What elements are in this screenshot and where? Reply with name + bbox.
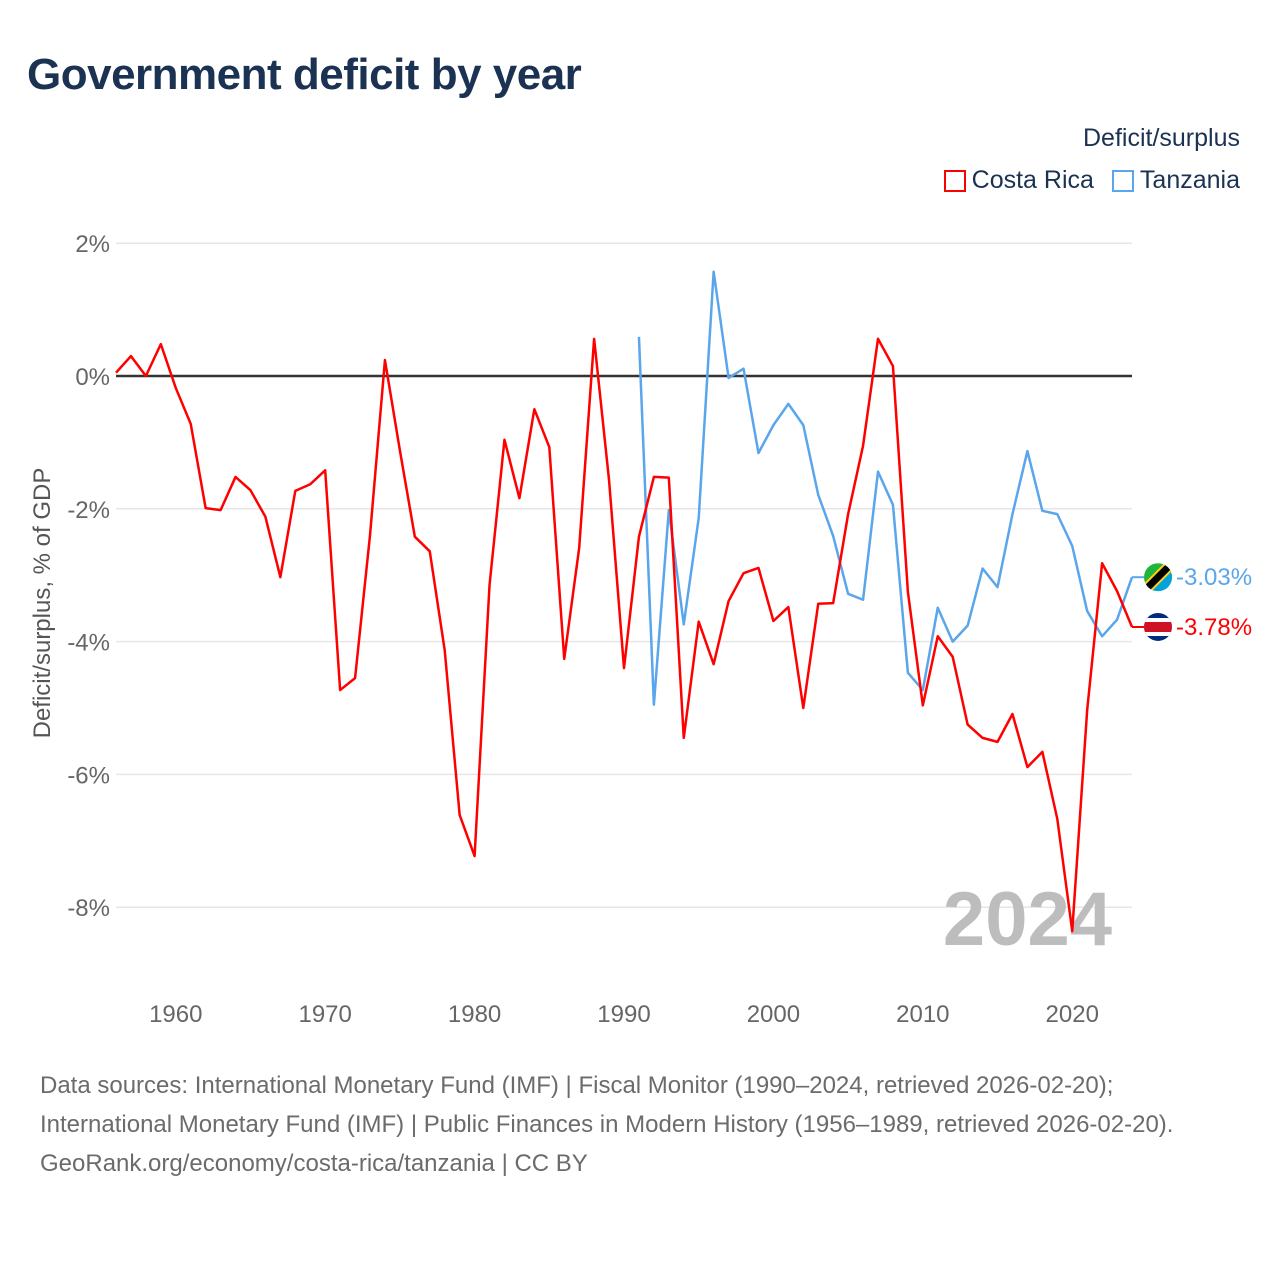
- flag-body: [1144, 612, 1172, 641]
- year-watermark: 2024: [943, 877, 1112, 962]
- legend-item-tanzania[interactable]: Tanzania: [1111, 166, 1240, 195]
- x-tick-label: 2010: [896, 1001, 949, 1028]
- x-tick-label: 2020: [1046, 1001, 1099, 1028]
- legend-label: Costa Rica: [971, 166, 1094, 194]
- flag-red: [1144, 621, 1172, 632]
- y-tick-label: 0%: [75, 364, 110, 391]
- costa-rica-flag-icon: [1144, 612, 1172, 641]
- x-tick-label: 1990: [597, 1001, 650, 1028]
- legend-swatch-tanzania: [1111, 169, 1134, 192]
- x-tick-label: 2000: [747, 1001, 800, 1028]
- y-axis-label: Deficit/surplus, % of GDP: [29, 468, 56, 739]
- x-tick-label: 1960: [149, 1001, 202, 1028]
- footer: Data sources: International Monetary Fun…: [40, 1066, 1240, 1183]
- x-tick-label: 1970: [298, 1001, 351, 1028]
- chart-title: Government deficit by year: [27, 50, 582, 99]
- y-tick-label: -2%: [67, 497, 110, 524]
- flag-body: [1144, 563, 1172, 592]
- chart-plot: 2% 0% -2% -4% -6% -8% 1960 1970 1980 1990 2000 201…: [29, 231, 1252, 1028]
- series-line-tanzania: [637, 270, 1134, 706]
- legend-title: Deficit/surplus: [1083, 124, 1240, 152]
- x-tick-label: 1980: [448, 1001, 501, 1028]
- y-tick-label: -6%: [67, 762, 110, 789]
- legend-label: Tanzania: [1139, 166, 1240, 194]
- end-value-label: -3.03%: [1176, 564, 1252, 591]
- data-sources: Data sources: International Monetary Fun…: [40, 1072, 1174, 1138]
- y-tick-label: 2%: [75, 231, 110, 258]
- legend: Costa Rica Tanzania: [943, 166, 1240, 195]
- series-line-costa-rica: [115, 337, 1134, 933]
- end-value-label: -3.78%: [1176, 614, 1252, 641]
- legend-swatch-costa-rica: [943, 169, 966, 192]
- credit-link[interactable]: GeoRank.org/economy/costa-rica/tanzania …: [40, 1150, 588, 1177]
- legend-item-costa-rica[interactable]: Costa Rica: [943, 166, 1094, 195]
- y-tick-label: -4%: [67, 630, 110, 657]
- y-tick-label: -8%: [67, 895, 110, 922]
- tanzania-flag-icon: [1144, 563, 1172, 592]
